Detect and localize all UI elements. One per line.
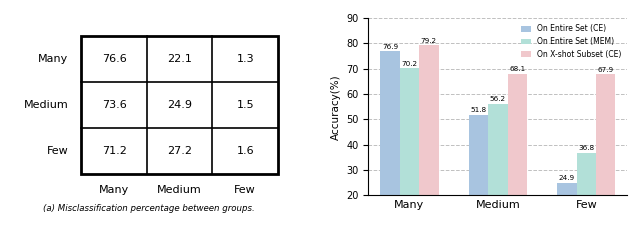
Text: 73.6: 73.6 xyxy=(102,100,127,110)
Bar xyxy=(380,51,400,227)
Text: Few: Few xyxy=(234,185,256,195)
Text: Medium: Medium xyxy=(157,185,202,195)
Text: 1.6: 1.6 xyxy=(236,146,254,156)
Text: 71.2: 71.2 xyxy=(102,146,127,156)
Text: Many: Many xyxy=(99,185,129,195)
Text: 68.1: 68.1 xyxy=(509,66,525,72)
Bar xyxy=(508,74,527,227)
Text: 51.8: 51.8 xyxy=(470,107,486,113)
Text: 27.2: 27.2 xyxy=(167,146,192,156)
Legend: On Entire Set (CE), On Entire Set (MEM), On X-shot Subset (CE): On Entire Set (CE), On Entire Set (MEM),… xyxy=(519,22,623,61)
Bar xyxy=(488,104,508,227)
Text: Medium: Medium xyxy=(24,100,68,110)
Text: 79.2: 79.2 xyxy=(421,38,437,44)
Text: Many: Many xyxy=(38,54,68,64)
Bar xyxy=(419,45,438,227)
Text: (a) Misclassification percentage between groups.: (a) Misclassification percentage between… xyxy=(43,204,255,213)
Text: 22.1: 22.1 xyxy=(167,54,192,64)
Text: 67.9: 67.9 xyxy=(598,67,614,73)
Text: Few: Few xyxy=(47,146,68,156)
Text: 24.9: 24.9 xyxy=(167,100,192,110)
Text: 36.8: 36.8 xyxy=(578,145,595,151)
Bar xyxy=(400,68,419,227)
Bar xyxy=(468,115,488,227)
Bar xyxy=(81,36,278,174)
Text: 70.2: 70.2 xyxy=(401,61,417,67)
Bar xyxy=(557,183,577,227)
Y-axis label: Accuracy(%): Accuracy(%) xyxy=(331,74,341,140)
Text: 76.9: 76.9 xyxy=(382,44,398,50)
Bar xyxy=(596,74,616,227)
Text: 1.3: 1.3 xyxy=(236,54,254,64)
Text: 76.6: 76.6 xyxy=(102,54,127,64)
Text: 56.2: 56.2 xyxy=(490,96,506,102)
Text: 1.5: 1.5 xyxy=(236,100,254,110)
Bar xyxy=(577,153,596,227)
Text: 24.9: 24.9 xyxy=(559,175,575,181)
